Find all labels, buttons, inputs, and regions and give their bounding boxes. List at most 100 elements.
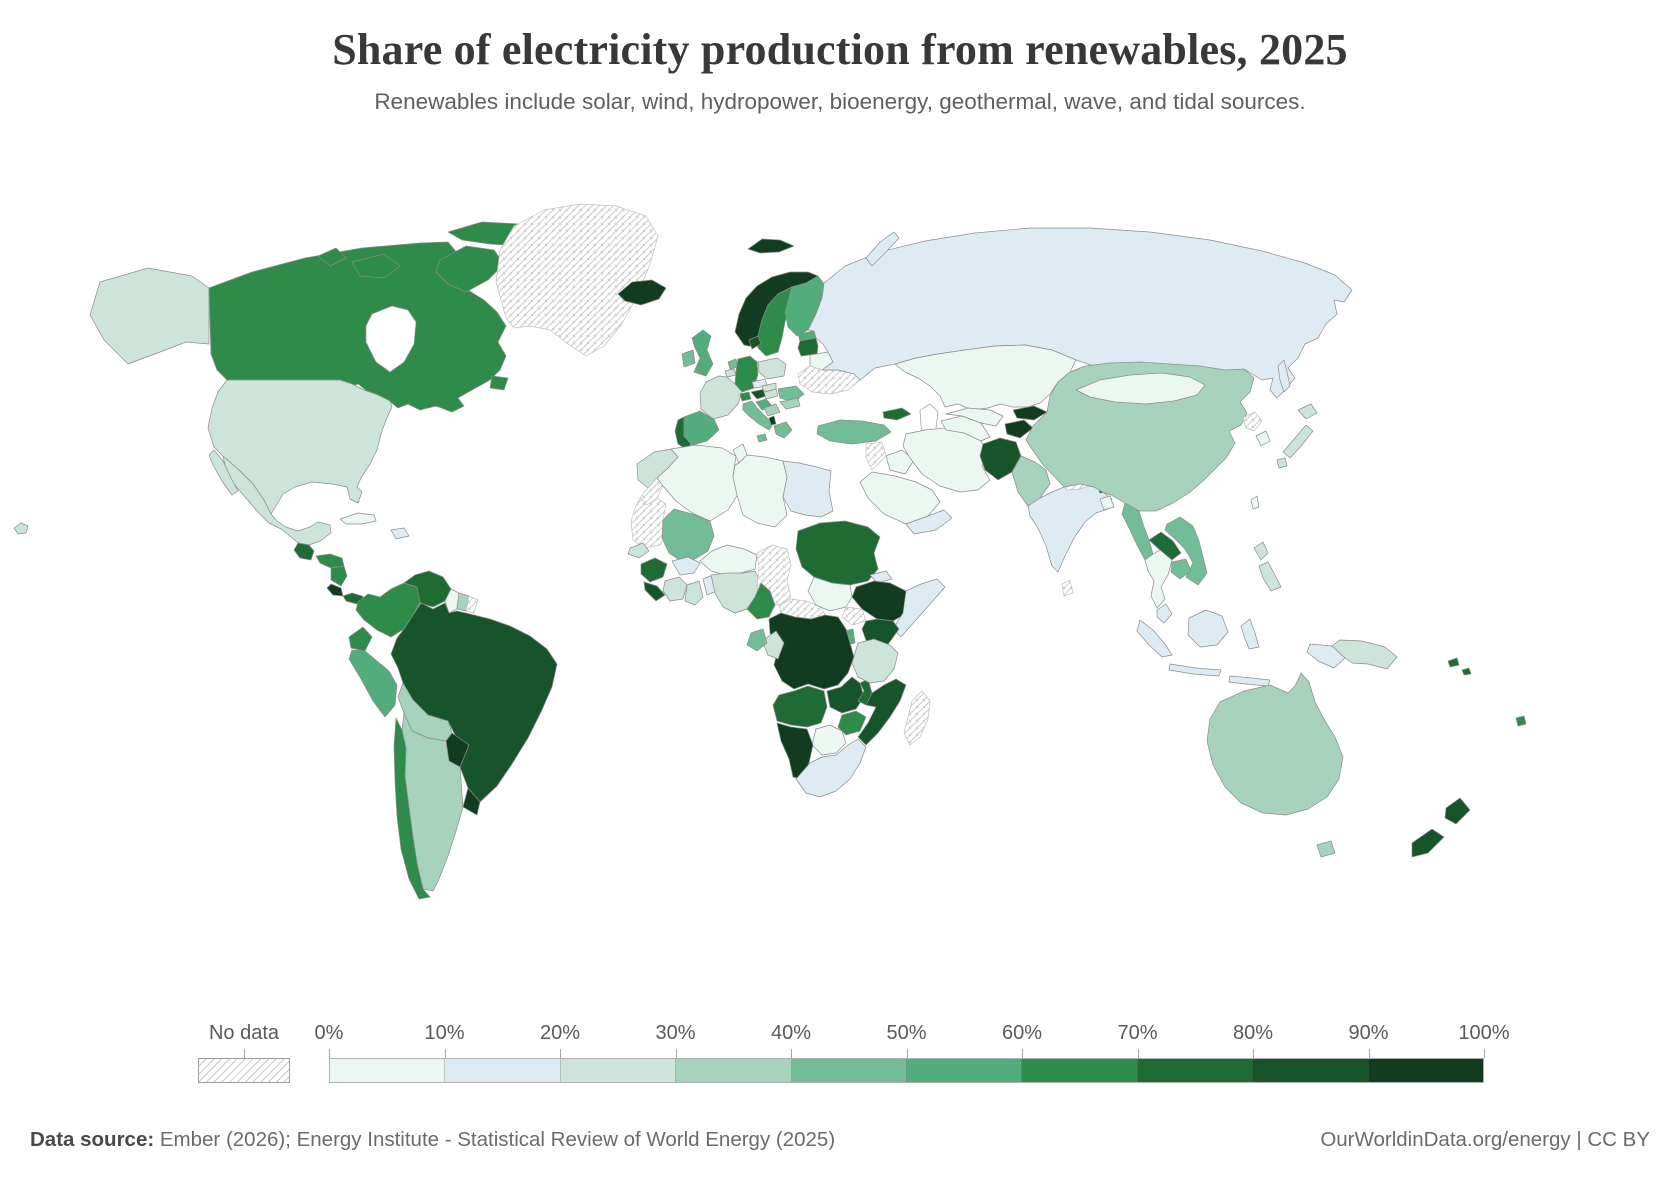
country-fiji[interactable]	[1515, 715, 1527, 727]
country-uganda[interactable]	[841, 606, 867, 626]
country-switzerland[interactable]	[739, 391, 752, 402]
country-congo[interactable]	[761, 630, 785, 660]
country-chile[interactable]	[393, 717, 431, 900]
country-iraq[interactable]	[885, 449, 915, 475]
legend-no-data-swatch[interactable]	[198, 1058, 290, 1083]
country-eritrea[interactable]	[869, 570, 893, 584]
country-slovakia[interactable]	[761, 382, 777, 393]
country-bangladesh[interactable]	[1099, 495, 1115, 511]
country-bulgaria[interactable]	[779, 397, 801, 410]
country-yemen-oman[interactable]	[905, 509, 953, 535]
country-turkey[interactable]	[816, 419, 892, 445]
country-kyrgyzstan[interactable]	[1012, 405, 1048, 421]
legend-bucket-0-10%[interactable]	[330, 1059, 446, 1082]
country-serbia[interactable]	[763, 403, 781, 417]
country-japan-hokkaido[interactable]	[1297, 403, 1318, 420]
country-svalbard[interactable]	[747, 238, 795, 254]
country-solomon-islands-2[interactable]	[1461, 667, 1472, 676]
country-gabon[interactable]	[746, 628, 768, 652]
country-french-guiana[interactable]	[465, 595, 479, 614]
country-new-zealand-south[interactable]	[1411, 828, 1445, 858]
country-north-korea[interactable]	[1242, 411, 1263, 432]
country-canada-victoria-island[interactable]	[351, 253, 401, 279]
legend-bucket-10-20%[interactable]	[445, 1059, 561, 1082]
country-sudan[interactable]	[795, 520, 881, 586]
country-papua-new-guinea[interactable]	[1331, 639, 1398, 670]
country-south-africa[interactable]	[795, 738, 867, 798]
country-latvia-lithuania[interactable]	[797, 337, 819, 357]
country-peru[interactable]	[348, 649, 398, 718]
country-mozambique[interactable]	[857, 678, 907, 746]
country-kazakhstan[interactable]	[894, 344, 1077, 411]
country-uzbekistan[interactable]	[945, 407, 1004, 427]
legend-bucket-30-40%[interactable]	[676, 1059, 792, 1082]
country-mexico-baja[interactable]	[208, 449, 239, 496]
country-spain[interactable]	[683, 410, 720, 446]
country-albania[interactable]	[768, 415, 777, 426]
country-nicaragua[interactable]	[330, 565, 348, 587]
country-greece[interactable]	[773, 421, 793, 439]
country-sierra-leone-liberia[interactable]	[643, 581, 666, 602]
country-cote-divoire[interactable]	[662, 576, 688, 602]
country-dominican-republic[interactable]	[390, 527, 410, 540]
country-belgium[interactable]	[724, 368, 737, 378]
legend-bucket-60-70%[interactable]	[1022, 1059, 1138, 1082]
country-australia-tasmania[interactable]	[1316, 840, 1336, 858]
legend-bucket-80-90%[interactable]	[1253, 1059, 1369, 1082]
country-uruguay[interactable]	[462, 787, 481, 816]
country-malaysia[interactable]	[1156, 603, 1173, 624]
country-vietnam[interactable]	[1164, 516, 1208, 586]
country-philippines-mindanao[interactable]	[1258, 561, 1282, 592]
country-honduras[interactable]	[315, 553, 345, 569]
country-mauritania[interactable]	[630, 497, 669, 549]
country-egypt[interactable]	[782, 460, 834, 518]
country-costa-rica[interactable]	[326, 583, 344, 597]
country-mongolia[interactable]	[1075, 372, 1206, 405]
country-italy[interactable]	[742, 400, 774, 431]
country-ecuador[interactable]	[348, 626, 373, 652]
country-dr-congo[interactable]	[768, 612, 855, 690]
country-guinea[interactable]	[640, 557, 668, 583]
country-colombia[interactable]	[355, 582, 422, 638]
country-japan-honshu[interactable]	[1282, 424, 1314, 459]
country-syria[interactable]	[865, 441, 887, 471]
country-angola[interactable]	[772, 685, 828, 728]
country-new-zealand-north[interactable]	[1444, 797, 1471, 825]
country-canada-island[interactable]	[317, 247, 347, 267]
country-cuba[interactable]	[339, 512, 377, 525]
country-united-states[interactable]	[207, 379, 393, 515]
legend-bucket-50-60%[interactable]	[907, 1059, 1023, 1082]
country-indonesia-java[interactable]	[1168, 663, 1222, 677]
legend-bucket-20-30%[interactable]	[560, 1059, 677, 1082]
country-russia-sakhalin[interactable]	[1277, 359, 1291, 393]
legend-bucket-70-80%[interactable]	[1137, 1059, 1254, 1082]
country-taiwan[interactable]	[1250, 495, 1260, 510]
country-united-kingdom[interactable]	[691, 329, 714, 377]
country-japan-kyushu[interactable]	[1276, 457, 1288, 469]
country-guatemala[interactable]	[293, 542, 315, 561]
country-greenland[interactable]	[495, 203, 659, 357]
country-georgia[interactable]	[882, 407, 912, 421]
country-madagascar[interactable]	[903, 690, 931, 746]
country-ireland[interactable]	[681, 349, 696, 368]
country-brazil[interactable]	[390, 602, 558, 803]
country-zimbabwe[interactable]	[837, 710, 867, 736]
country-denmark[interactable]	[748, 335, 762, 350]
country-indonesia-sumatra[interactable]	[1136, 619, 1173, 658]
country-italy-sicily[interactable]	[756, 433, 768, 443]
country-libya[interactable]	[732, 454, 788, 528]
owid-link[interactable]: OurWorldinData.org/energy | CC BY	[1320, 1128, 1650, 1151]
country-ghana[interactable]	[684, 580, 704, 606]
country-botswana[interactable]	[811, 724, 847, 756]
country-thailand[interactable]	[1144, 549, 1173, 609]
country-australia[interactable]	[1206, 672, 1344, 816]
country-indonesia-borneo[interactable]	[1187, 609, 1229, 648]
country-hawaii[interactable]	[13, 522, 29, 535]
country-myanmar[interactable]	[1121, 502, 1154, 561]
country-cameroon[interactable]	[746, 582, 776, 620]
legend-bucket-90-100%[interactable]	[1368, 1059, 1484, 1082]
country-tanzania[interactable]	[851, 638, 899, 684]
country-niger[interactable]	[699, 544, 758, 576]
country-mexico[interactable]	[222, 455, 332, 546]
country-senegal[interactable]	[627, 542, 650, 559]
